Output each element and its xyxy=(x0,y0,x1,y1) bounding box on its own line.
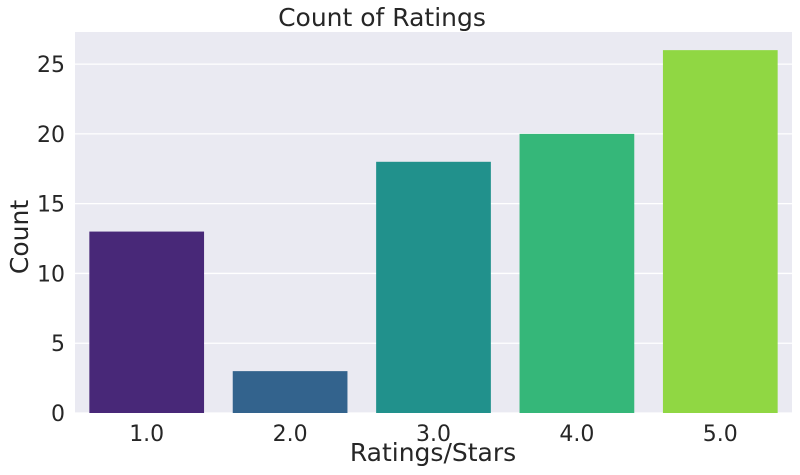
x-axis-title: Ratings/Stars xyxy=(350,438,516,467)
y-tick-label: 10 xyxy=(37,262,65,287)
x-tick-label: 3.0 xyxy=(416,422,451,447)
x-tick-label: 1.0 xyxy=(129,422,164,447)
y-axis-ticks: 0 5 10 15 20 25 xyxy=(37,53,65,427)
bar-3.0 xyxy=(376,161,491,413)
bar-5.0 xyxy=(662,50,778,414)
bar-4.0 xyxy=(519,133,635,413)
y-tick-label: 25 xyxy=(37,53,65,78)
x-tick-label: 2.0 xyxy=(273,422,308,447)
chart-title: Count of Ratings xyxy=(278,3,486,32)
bars-group xyxy=(89,50,778,414)
y-tick-label: 20 xyxy=(37,123,65,148)
bar-2.0 xyxy=(232,371,348,413)
x-tick-label: 5.0 xyxy=(703,422,738,447)
x-tick-label: 4.0 xyxy=(559,422,594,447)
bar-1.0 xyxy=(89,231,205,413)
y-tick-label: 15 xyxy=(37,193,65,218)
x-axis-ticks: 1.0 2.0 3.0 4.0 5.0 xyxy=(129,422,738,447)
y-tick-label: 5 xyxy=(51,332,65,357)
y-axis-title: Count xyxy=(5,200,34,274)
y-tick-label: 0 xyxy=(51,402,65,427)
